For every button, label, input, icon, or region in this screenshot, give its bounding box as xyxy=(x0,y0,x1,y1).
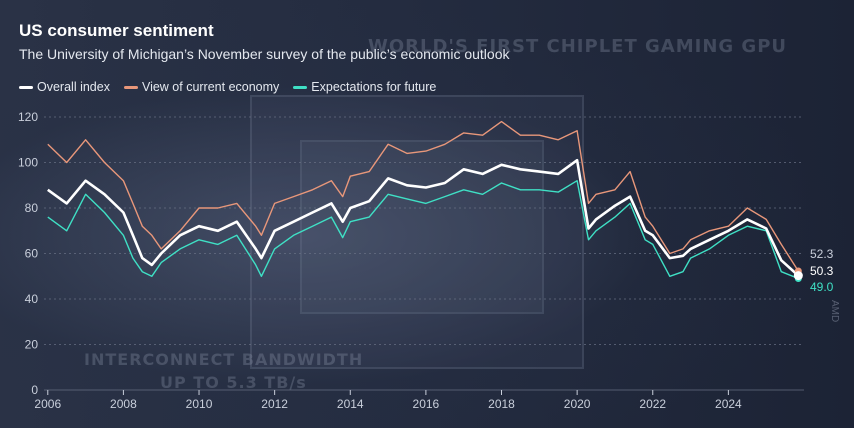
legend-swatch-overall xyxy=(19,85,33,89)
x-tick-label: 2008 xyxy=(110,397,137,411)
chart-legend: Overall index View of current economy Ex… xyxy=(19,80,436,94)
series-end-label: 52.3 xyxy=(810,247,834,261)
y-tick-label: 120 xyxy=(18,110,38,124)
x-tick-label: 2010 xyxy=(186,397,213,411)
x-tick-label: 2022 xyxy=(639,397,666,411)
chart-title: US consumer sentiment xyxy=(19,21,214,40)
series-end-label: 49.0 xyxy=(810,280,834,294)
series-end-label: 50.3 xyxy=(810,264,834,278)
background-side-mark: AMD xyxy=(829,300,840,323)
x-tick-label: 2014 xyxy=(337,397,364,411)
x-tick-label: 2020 xyxy=(564,397,591,411)
y-tick-label: 20 xyxy=(25,338,39,352)
legend-label-expectations: Expectations for future xyxy=(311,80,437,94)
legend-item-overall: Overall index xyxy=(19,80,110,94)
legend-swatch-current xyxy=(123,85,138,89)
y-tick-label: 40 xyxy=(25,292,39,306)
background-chip-die xyxy=(300,140,544,314)
series-line-expectations xyxy=(47,179,799,280)
legend-label-overall: Overall index xyxy=(37,80,110,94)
y-tick-label: 100 xyxy=(18,156,38,170)
background-caption-line1: INTERCONNECT BANDWIDTH xyxy=(84,350,364,369)
x-tick-label: 2006 xyxy=(34,397,61,411)
background-headline: WORLD'S FIRST CHIPLET GAMING GPU xyxy=(368,36,788,57)
legend-item-current: View of current economy xyxy=(123,80,280,94)
x-tick-label: 2018 xyxy=(488,397,515,411)
y-tick-label: 0 xyxy=(31,383,38,397)
x-tick-label: 2024 xyxy=(715,397,742,411)
legend-swatch-expectations xyxy=(293,85,308,89)
series-line-overall-index xyxy=(47,158,800,277)
series-end-dot xyxy=(793,271,803,281)
x-tick-label: 2012 xyxy=(261,397,288,411)
chart-subtitle: The University of Michigan’s November su… xyxy=(19,46,510,62)
y-tick-label: 80 xyxy=(25,201,39,215)
series-line-current-economy xyxy=(47,120,799,272)
legend-label-current: View of current economy xyxy=(141,80,280,94)
x-tick-label: 2016 xyxy=(413,397,440,411)
legend-item-expectations: Expectations for future xyxy=(293,80,436,94)
background-caption-line2: UP TO 5.3 TB/s xyxy=(160,373,307,392)
y-tick-label: 60 xyxy=(25,247,39,261)
background-chip-outline xyxy=(250,95,584,369)
